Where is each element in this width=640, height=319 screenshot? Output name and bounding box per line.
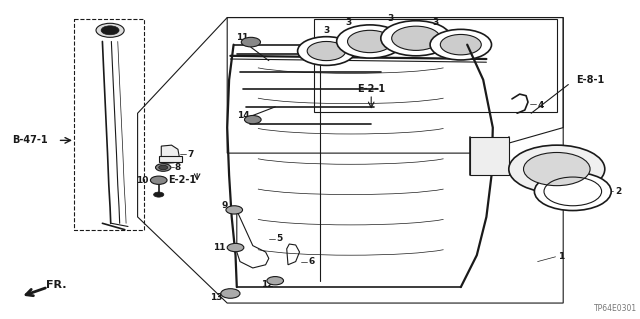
- Circle shape: [534, 172, 611, 211]
- Bar: [74, 19, 144, 230]
- Text: 3: 3: [432, 18, 438, 27]
- Circle shape: [96, 23, 124, 37]
- Polygon shape: [161, 145, 179, 163]
- Circle shape: [348, 30, 392, 53]
- Circle shape: [150, 176, 167, 184]
- Circle shape: [267, 277, 284, 285]
- Circle shape: [430, 29, 492, 60]
- Text: 6: 6: [308, 257, 315, 266]
- Text: 2: 2: [616, 187, 622, 196]
- Text: 7: 7: [187, 150, 193, 159]
- Circle shape: [440, 34, 481, 55]
- Text: 5: 5: [276, 234, 283, 243]
- Circle shape: [101, 26, 119, 35]
- Text: E-2-1: E-2-1: [357, 84, 385, 94]
- Circle shape: [241, 37, 260, 47]
- Text: 9: 9: [221, 201, 228, 210]
- Text: 11: 11: [236, 33, 248, 42]
- Text: 13: 13: [210, 293, 223, 302]
- Circle shape: [337, 25, 403, 58]
- Circle shape: [221, 289, 240, 298]
- Text: E-2-1: E-2-1: [168, 175, 196, 185]
- Circle shape: [392, 26, 440, 50]
- Text: 12: 12: [261, 280, 274, 289]
- Circle shape: [227, 243, 244, 252]
- Circle shape: [298, 37, 355, 65]
- Circle shape: [154, 192, 164, 197]
- Circle shape: [381, 21, 451, 56]
- Text: TP64E0301: TP64E0301: [594, 304, 637, 313]
- Text: 3: 3: [323, 26, 330, 35]
- Text: 10: 10: [136, 176, 148, 185]
- Text: E-8-1: E-8-1: [576, 75, 604, 85]
- Text: 14: 14: [237, 111, 250, 120]
- Text: 11: 11: [212, 243, 225, 252]
- Bar: [470, 137, 509, 175]
- Text: 3: 3: [387, 14, 394, 23]
- Circle shape: [156, 164, 171, 171]
- Bar: [159, 156, 182, 162]
- Text: FR.: FR.: [46, 280, 67, 290]
- Circle shape: [226, 206, 243, 214]
- Text: 1: 1: [558, 252, 564, 261]
- Text: 4: 4: [538, 101, 544, 110]
- Bar: [314, 19, 557, 112]
- Circle shape: [244, 115, 261, 124]
- Circle shape: [159, 165, 168, 170]
- Circle shape: [524, 152, 590, 186]
- Circle shape: [509, 145, 605, 193]
- Text: 3: 3: [346, 19, 352, 27]
- Text: B-47-1: B-47-1: [12, 135, 48, 145]
- Text: 8: 8: [174, 163, 180, 172]
- Circle shape: [307, 41, 346, 61]
